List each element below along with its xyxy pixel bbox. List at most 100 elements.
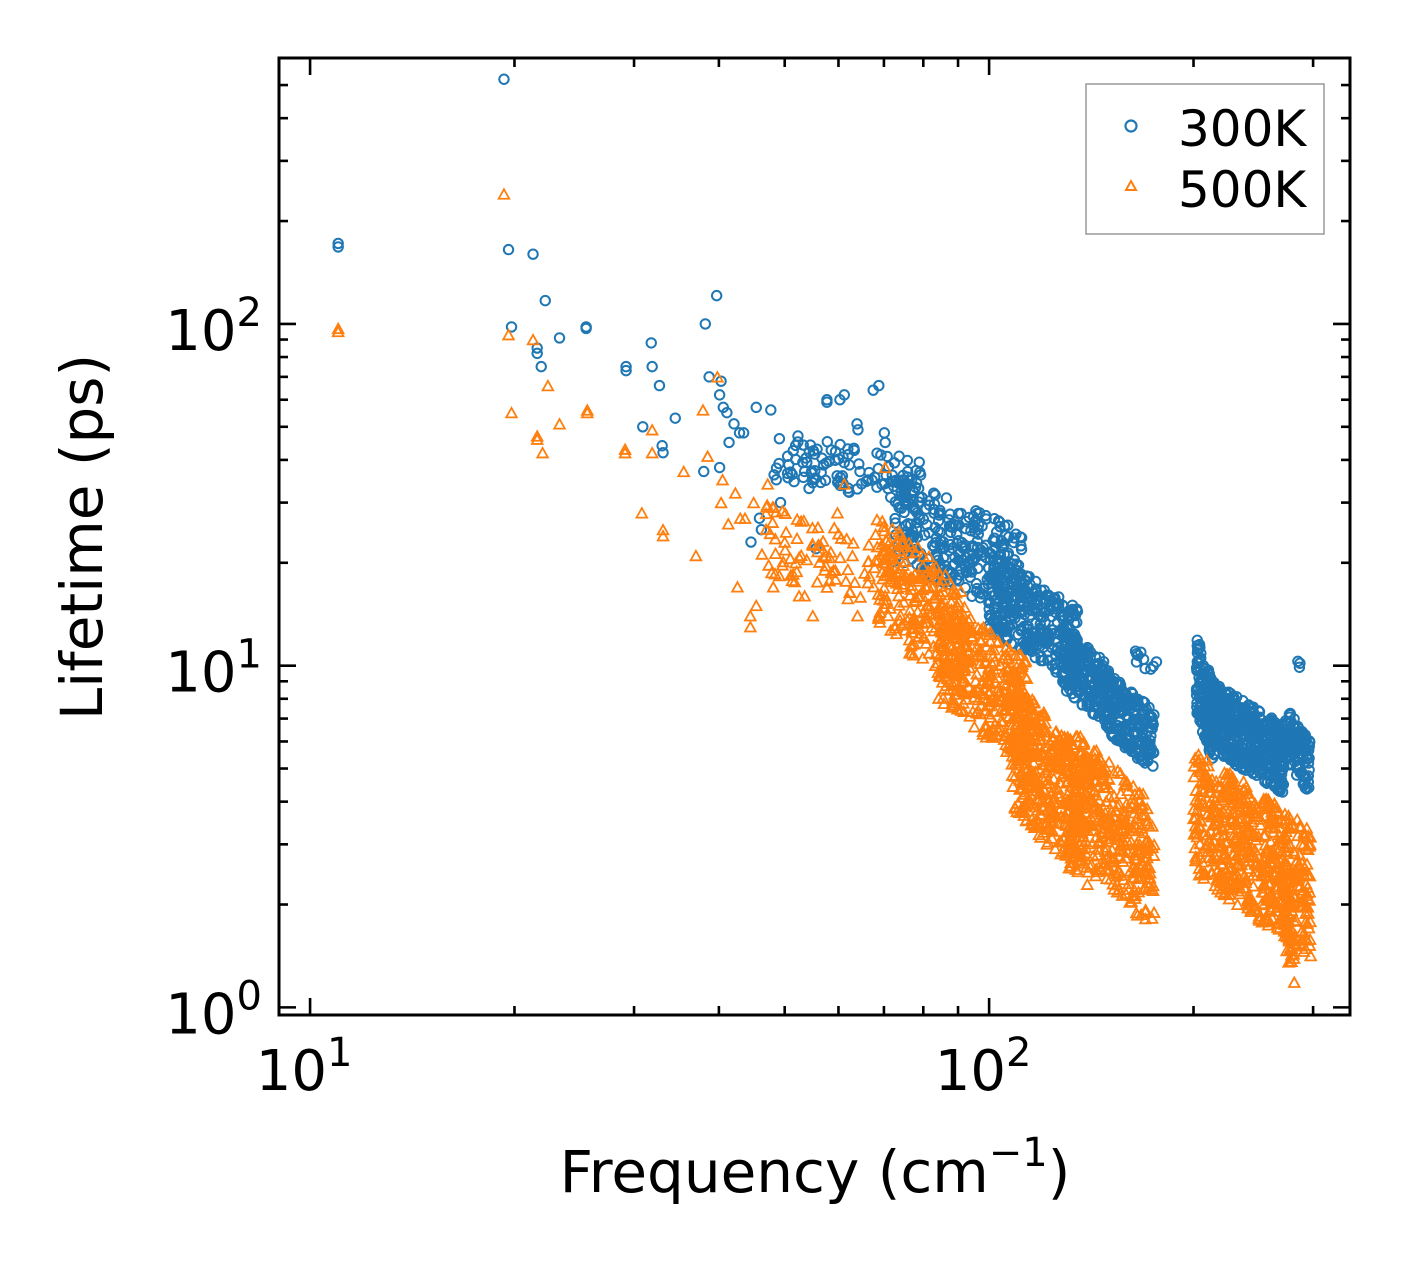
data-point-500k — [1072, 790, 1087, 803]
data-point-500k — [1253, 802, 1267, 815]
data-point-300k — [1302, 776, 1315, 788]
data-point-500k — [1114, 786, 1128, 800]
plot-layer — [331, 73, 1318, 988]
data-point-500k — [921, 579, 935, 592]
data-point-500k — [976, 620, 991, 633]
data-point-500k — [1097, 780, 1112, 794]
data-point-500k — [1230, 897, 1245, 911]
legend-marker-500k — [1124, 178, 1138, 191]
data-point-500k — [778, 506, 793, 519]
data-point-500k — [1018, 670, 1033, 683]
y-tick-label: 101 — [165, 632, 262, 706]
data-point-500k — [886, 551, 900, 564]
data-point-300k — [1015, 623, 1027, 635]
data-point-500k — [1039, 762, 1054, 776]
data-point-300k — [854, 465, 866, 478]
data-point-500k — [1226, 781, 1241, 794]
data-point-500k — [1251, 911, 1266, 925]
data-point-500k — [1126, 779, 1141, 792]
data-point-300k — [1236, 741, 1248, 753]
data-point-500k — [790, 531, 804, 545]
data-point-500k — [1204, 840, 1218, 853]
data-point-500k — [896, 580, 910, 593]
data-point-500k — [1000, 663, 1015, 677]
data-point-500k — [526, 332, 540, 346]
data-point-300k — [933, 509, 945, 521]
data-point-500k — [946, 693, 961, 706]
data-point-500k — [1265, 895, 1280, 908]
data-point-300k — [1107, 688, 1119, 700]
data-point-300k — [963, 555, 975, 568]
data-point-500k — [1011, 648, 1026, 661]
data-point-300k — [1100, 694, 1112, 706]
data-point-500k — [916, 630, 931, 643]
data-point-500k — [874, 587, 889, 601]
data-point-300k — [990, 618, 1002, 630]
data-point-500k — [792, 550, 806, 564]
data-point-500k — [1012, 773, 1027, 786]
data-point-300k — [1103, 719, 1115, 732]
data-point-500k — [968, 674, 983, 687]
data-point-500k — [1300, 867, 1315, 880]
data-point-500k — [1018, 654, 1033, 667]
legend-frame — [1085, 83, 1325, 235]
data-point-500k — [950, 598, 964, 611]
data-point-500k — [942, 627, 957, 640]
data-point-500k — [1255, 869, 1269, 882]
data-point-500k — [1106, 809, 1121, 822]
data-point-300k — [950, 519, 962, 531]
data-point-500k — [676, 464, 691, 478]
data-point-500k — [1226, 828, 1241, 841]
data-point-500k — [963, 611, 978, 624]
data-point-300k — [1254, 767, 1267, 779]
data-point-500k — [893, 608, 908, 621]
data-point-500k — [822, 550, 837, 564]
data-point-500k — [1286, 934, 1301, 947]
data-point-500k — [943, 638, 958, 651]
data-point-500k — [634, 506, 649, 519]
data-point-300k — [1275, 778, 1288, 791]
data-point-500k — [993, 658, 1008, 671]
data-point-300k — [653, 379, 666, 392]
data-point-500k — [1113, 817, 1128, 830]
data-point-300k — [1057, 676, 1070, 689]
data-point-500k — [1009, 719, 1024, 733]
data-point-500k — [1229, 792, 1244, 806]
data-point-500k — [1234, 795, 1248, 809]
data-point-500k — [1208, 849, 1223, 862]
data-point-500k — [530, 429, 545, 442]
x-tick-label-base: 10 — [935, 1039, 1006, 1104]
data-point-500k — [1067, 785, 1082, 798]
data-point-500k — [889, 626, 904, 640]
data-point-300k — [1214, 726, 1226, 738]
data-point-500k — [1195, 782, 1209, 795]
data-point-500k — [904, 582, 918, 595]
data-point-500k — [1303, 932, 1317, 945]
data-point-300k — [1125, 686, 1138, 698]
data-point-500k — [1142, 860, 1157, 873]
data-point-300k — [980, 513, 992, 525]
data-point-500k — [761, 558, 776, 571]
data-point-500k — [618, 442, 632, 455]
data-point-500k — [530, 432, 545, 445]
data-point-300k — [860, 475, 872, 488]
data-point-300k — [531, 347, 543, 360]
data-point-500k — [1226, 807, 1240, 820]
data-point-500k — [812, 555, 827, 568]
data-point-500k — [1119, 886, 1133, 900]
data-point-500k — [958, 686, 972, 700]
data-point-500k — [1081, 772, 1096, 785]
data-point-500k — [1201, 759, 1216, 772]
data-point-500k — [1211, 840, 1226, 853]
data-point-300k — [669, 412, 681, 424]
y-tick-label-base: 10 — [165, 299, 236, 364]
data-point-500k — [878, 460, 893, 474]
data-point-500k — [1069, 729, 1083, 742]
data-point-500k — [1188, 751, 1203, 764]
data-point-500k — [1029, 791, 1044, 805]
data-point-500k — [1050, 796, 1065, 809]
data-point-500k — [1231, 877, 1246, 890]
data-point-500k — [1219, 780, 1234, 793]
data-point-500k — [1024, 715, 1039, 728]
data-point-500k — [1060, 793, 1075, 806]
